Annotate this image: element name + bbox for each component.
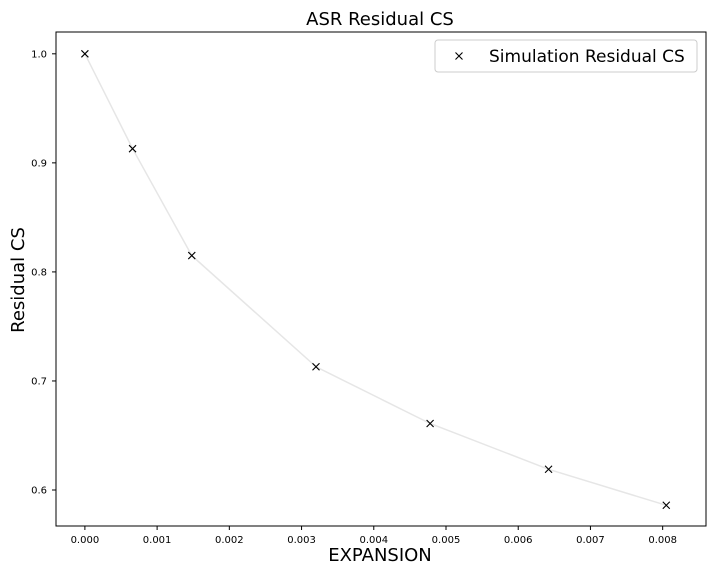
data-point-marker bbox=[662, 501, 671, 510]
legend-label: Simulation Residual CS bbox=[489, 47, 685, 67]
y-tick-label: 0.6 bbox=[31, 486, 47, 497]
y-tick-label: 0.8 bbox=[31, 267, 47, 278]
series-line bbox=[84, 53, 667, 507]
axes-frame bbox=[55, 31, 707, 527]
data-point-marker bbox=[80, 49, 89, 58]
x-tick-label: 0.007 bbox=[576, 535, 605, 546]
x-tick-label: 0.006 bbox=[504, 535, 533, 546]
data-point-marker bbox=[312, 362, 320, 371]
x-tick-label: 0.005 bbox=[432, 535, 461, 546]
x-axis-label: EXPANSION bbox=[328, 545, 432, 566]
y-axis-label: Residual CS bbox=[8, 227, 29, 333]
x-tick-label: 0.000 bbox=[71, 535, 100, 546]
chart-title: ASR Residual CS bbox=[306, 9, 454, 30]
data-point-marker bbox=[128, 144, 137, 153]
x-tick-label: 0.008 bbox=[648, 535, 677, 546]
plot-area: 0.000 0.001 0.002 0.003 0.004 0.005 0.006 0.007… bbox=[31, 31, 707, 546]
data-point-marker bbox=[544, 465, 553, 474]
legend-marker bbox=[455, 52, 463, 60]
x-tick-label: 0.002 bbox=[215, 535, 244, 546]
x-tick-label: 0.004 bbox=[359, 535, 388, 546]
y-tick-label: 0.9 bbox=[31, 158, 47, 169]
data-point-marker bbox=[187, 251, 196, 260]
y-tick-label: 1.0 bbox=[31, 49, 47, 60]
data-point-marker bbox=[426, 419, 434, 428]
x-tick-label: 0.001 bbox=[143, 535, 172, 546]
legend-box bbox=[434, 39, 698, 73]
x-tick-label: 0.003 bbox=[287, 535, 316, 546]
y-tick-label: 0.7 bbox=[31, 376, 47, 387]
